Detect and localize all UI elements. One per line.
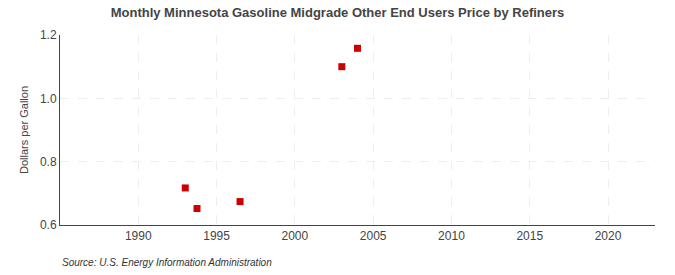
svg-text:0.8: 0.8 (40, 155, 57, 169)
svg-text:Dollars per Gallon: Dollars per Gallon (18, 86, 30, 174)
svg-text:2010: 2010 (438, 229, 465, 243)
svg-text:1995: 1995 (203, 229, 230, 243)
svg-text:2000: 2000 (282, 229, 309, 243)
svg-text:2005: 2005 (360, 229, 387, 243)
svg-text:1990: 1990 (125, 229, 152, 243)
svg-text:Monthly Minnesota Gasoline Mid: Monthly Minnesota Gasoline Midgrade Othe… (111, 5, 565, 20)
svg-text:0.6: 0.6 (40, 218, 57, 232)
svg-text:2020: 2020 (595, 229, 622, 243)
svg-text:2015: 2015 (516, 229, 543, 243)
svg-text:Source: U.S. Energy Informatio: Source: U.S. Energy Information Administ… (62, 257, 272, 268)
svg-text:1.0: 1.0 (40, 92, 57, 106)
svg-text:1.2: 1.2 (40, 28, 57, 42)
